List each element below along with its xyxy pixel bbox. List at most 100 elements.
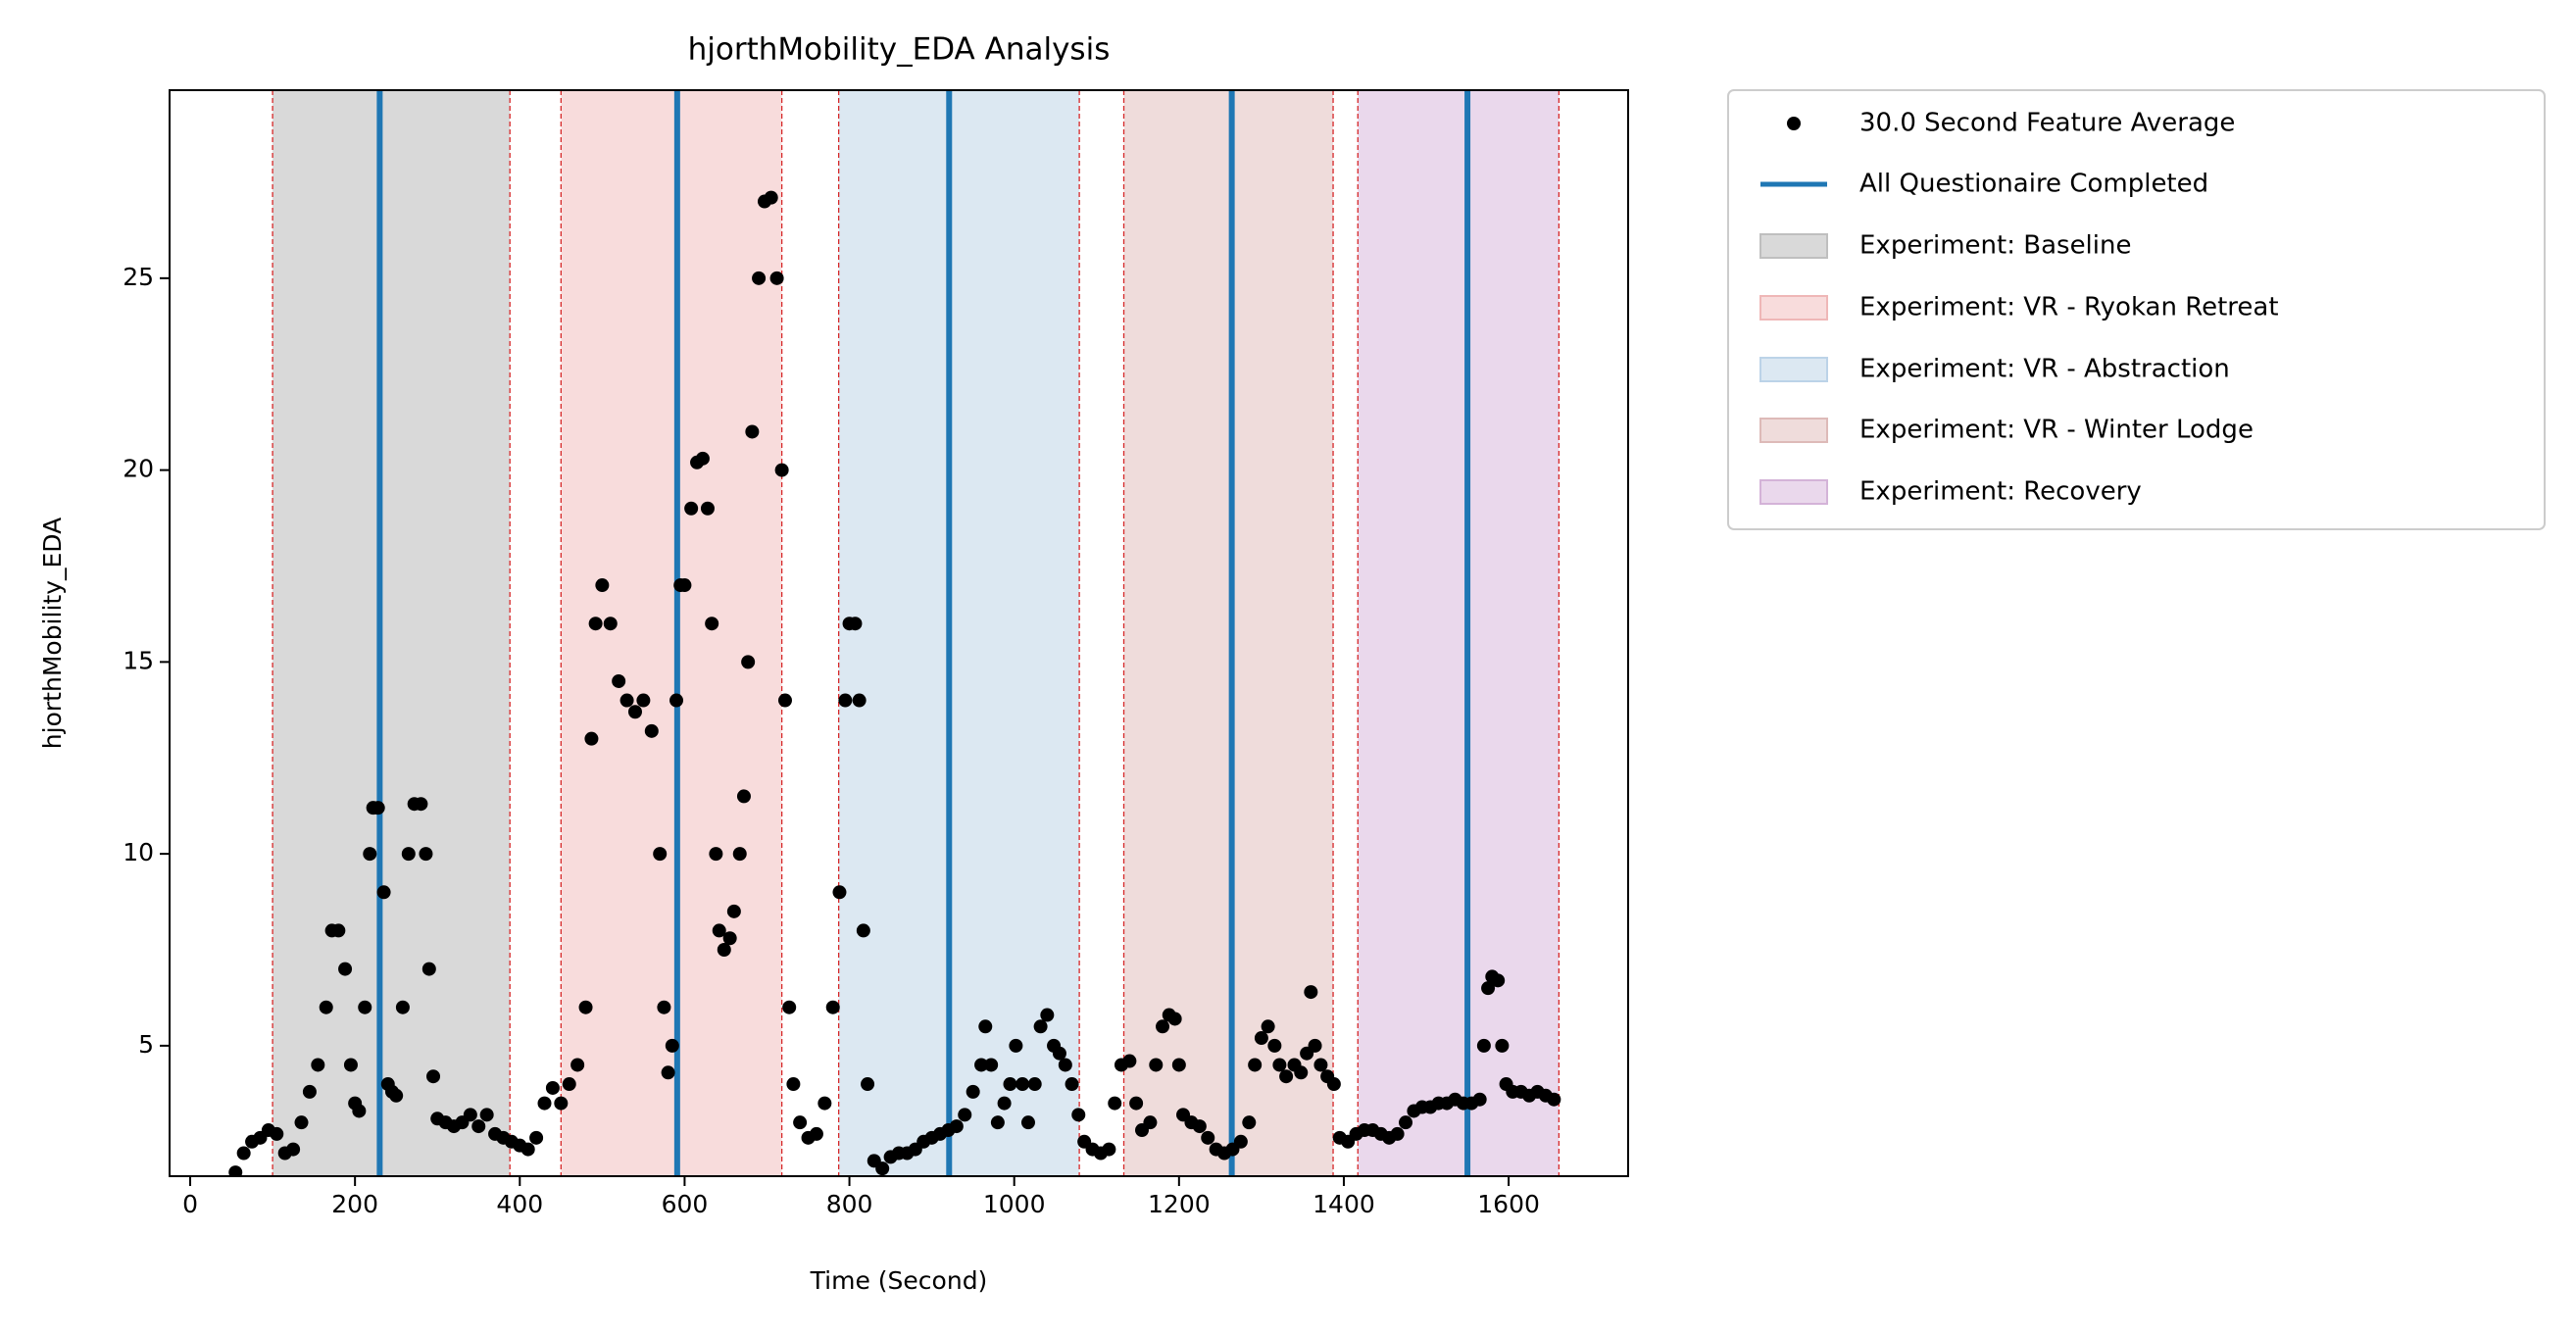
point bbox=[1272, 1058, 1287, 1072]
point bbox=[401, 847, 416, 862]
point bbox=[595, 578, 610, 593]
point bbox=[1279, 1069, 1294, 1084]
point bbox=[421, 962, 436, 976]
point bbox=[1065, 1077, 1079, 1092]
point bbox=[603, 617, 618, 631]
point bbox=[479, 1108, 494, 1122]
chart-title: hjorthMobility_EDA Analysis bbox=[688, 32, 1111, 68]
point bbox=[966, 1084, 980, 1099]
point bbox=[228, 1165, 243, 1176]
point bbox=[856, 923, 870, 938]
point bbox=[529, 1130, 544, 1145]
point bbox=[1016, 1077, 1030, 1092]
point bbox=[1233, 1134, 1248, 1149]
point bbox=[769, 271, 784, 285]
region bbox=[838, 90, 1080, 1176]
point bbox=[578, 1000, 593, 1014]
point bbox=[1149, 1058, 1164, 1072]
point bbox=[1248, 1058, 1263, 1072]
point bbox=[745, 424, 760, 439]
region bbox=[1358, 90, 1560, 1176]
point bbox=[588, 617, 603, 631]
point bbox=[1003, 1077, 1017, 1092]
point bbox=[1267, 1038, 1282, 1053]
point bbox=[669, 693, 684, 708]
y-tick-label: 20 bbox=[123, 455, 154, 483]
point bbox=[1052, 1046, 1066, 1061]
legend-patch bbox=[1759, 357, 1828, 382]
point bbox=[270, 1126, 284, 1141]
point bbox=[358, 1000, 372, 1014]
point bbox=[997, 1096, 1012, 1111]
point bbox=[338, 962, 353, 976]
point bbox=[712, 923, 726, 938]
point bbox=[709, 847, 723, 862]
point bbox=[352, 1104, 367, 1118]
point bbox=[786, 1077, 801, 1092]
point bbox=[782, 1000, 797, 1014]
point bbox=[1294, 1065, 1309, 1080]
legend-label: Experiment: VR - Winter Lodge bbox=[1859, 416, 2254, 445]
legend-label: All Questionaire Completed bbox=[1859, 170, 2208, 199]
point bbox=[612, 673, 626, 688]
point bbox=[726, 904, 741, 918]
point bbox=[990, 1115, 1005, 1130]
point bbox=[978, 1019, 993, 1034]
point bbox=[1201, 1130, 1215, 1145]
legend-patch bbox=[1759, 479, 1828, 505]
plot-area bbox=[228, 90, 1561, 1176]
legend-box bbox=[1727, 89, 2546, 530]
point bbox=[1308, 1038, 1322, 1053]
x-tick-label: 600 bbox=[662, 1190, 709, 1218]
point bbox=[875, 1161, 890, 1176]
x-tick-label: 200 bbox=[331, 1190, 378, 1218]
point bbox=[1020, 1115, 1035, 1130]
point bbox=[1472, 1092, 1487, 1107]
point bbox=[463, 1108, 477, 1122]
point bbox=[471, 1119, 486, 1134]
point bbox=[1495, 1038, 1510, 1053]
x-tick-label: 0 bbox=[182, 1190, 198, 1218]
point bbox=[732, 847, 747, 862]
point bbox=[294, 1115, 309, 1130]
point bbox=[764, 190, 778, 205]
point bbox=[1071, 1108, 1086, 1122]
x-tick-label: 400 bbox=[496, 1190, 543, 1218]
point bbox=[817, 1096, 832, 1111]
point bbox=[958, 1108, 972, 1122]
region bbox=[272, 90, 511, 1176]
point bbox=[1491, 973, 1506, 988]
point bbox=[1261, 1019, 1275, 1034]
point bbox=[426, 1069, 441, 1084]
point bbox=[1108, 1096, 1122, 1111]
point bbox=[554, 1096, 569, 1111]
point bbox=[286, 1142, 301, 1157]
point bbox=[949, 1119, 964, 1134]
point bbox=[319, 1000, 333, 1014]
y-tick-label: 15 bbox=[123, 646, 154, 674]
legend-marker bbox=[1787, 117, 1801, 130]
point bbox=[677, 578, 692, 593]
point bbox=[1143, 1115, 1158, 1130]
point bbox=[736, 789, 751, 804]
point bbox=[1040, 1008, 1055, 1022]
x-axis-label: Time (Second) bbox=[810, 1266, 988, 1295]
point bbox=[974, 1058, 989, 1072]
point bbox=[644, 723, 659, 738]
legend-patch bbox=[1759, 233, 1828, 259]
point bbox=[848, 617, 863, 631]
point bbox=[777, 693, 792, 708]
point bbox=[1058, 1058, 1072, 1072]
point bbox=[1242, 1115, 1257, 1130]
point bbox=[395, 1000, 410, 1014]
point bbox=[705, 617, 719, 631]
point bbox=[1390, 1126, 1405, 1141]
point bbox=[570, 1058, 585, 1072]
point bbox=[545, 1080, 560, 1095]
point bbox=[311, 1058, 325, 1072]
point bbox=[717, 943, 731, 958]
legend-patch bbox=[1759, 295, 1828, 321]
point bbox=[1476, 1038, 1491, 1053]
